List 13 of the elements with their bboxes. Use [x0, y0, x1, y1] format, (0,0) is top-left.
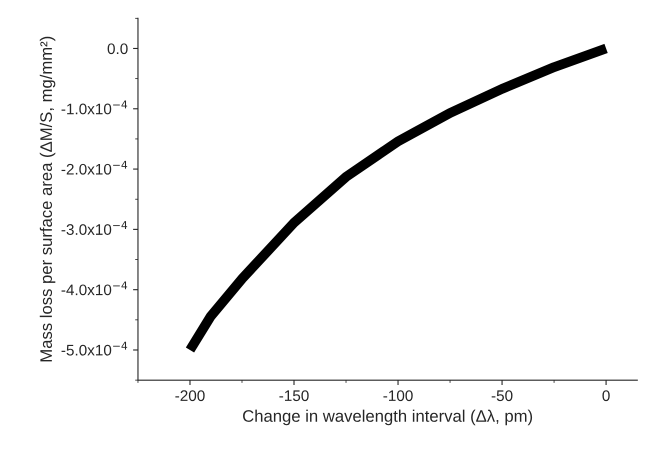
x-axis-title: Change in wavelength interval (Δλ, pm) [243, 410, 532, 426]
y-tick-label: -3.0x10$^{−4}$ [62, 221, 128, 235]
y-axis-title: Mass loss per surface area (ΔM/S, mg/mm²) [40, 36, 56, 362]
x-tick-label: 0 [602, 390, 610, 402]
y-tick-label: -5.0x10$^{−4}$ [62, 342, 128, 356]
x-tick-label: -200 [175, 390, 205, 402]
x-tick-label: -100 [383, 390, 413, 402]
x-tick-label: -50 [492, 390, 512, 402]
x-tick-label: -150 [279, 390, 309, 402]
y-tick-label: -1.0x10$^{−4}$ [62, 100, 128, 114]
y-tick-label: -4.0x10$^{−4}$ [62, 281, 128, 296]
y-tick-label: 0.0 [108, 43, 128, 54]
y-tick-label: -2.0x10$^{−4}$ [62, 160, 128, 175]
